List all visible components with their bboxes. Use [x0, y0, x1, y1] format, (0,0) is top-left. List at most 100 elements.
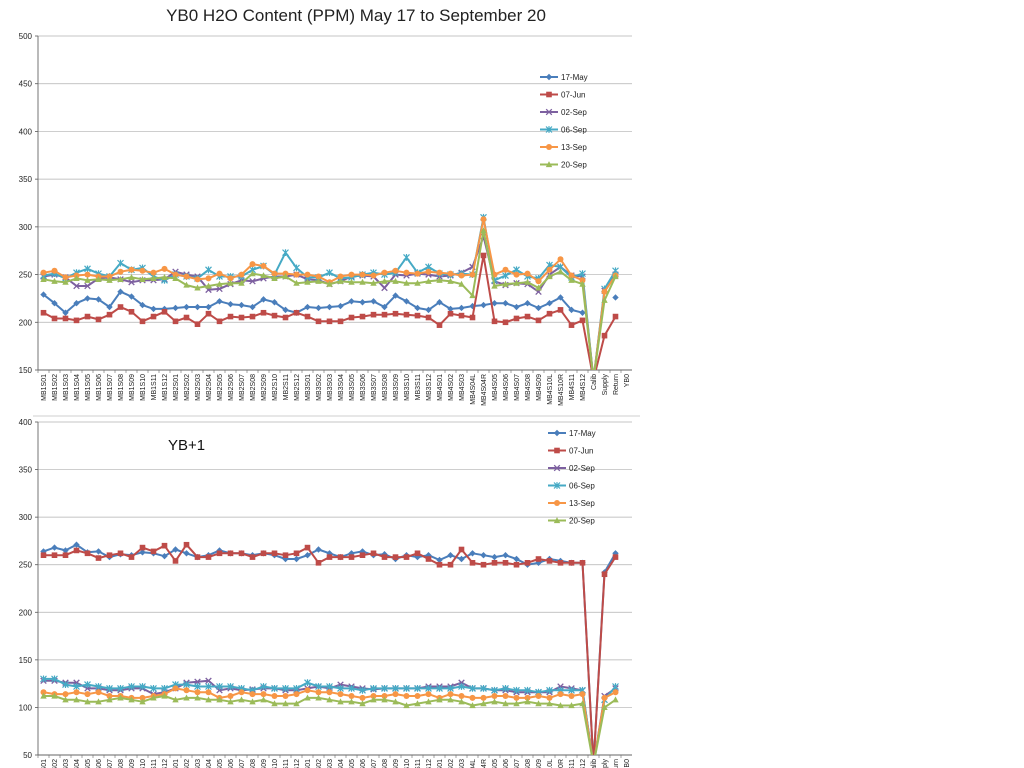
x-tick-label: MB3S08 [382, 374, 389, 401]
data-point [249, 261, 256, 268]
data-point [337, 277, 344, 284]
data-point [579, 317, 586, 324]
x-tick-label: MB3S11 [415, 374, 422, 400]
data-point [304, 303, 311, 311]
data-point [348, 693, 355, 700]
legend-label: 20-Sep [569, 517, 595, 526]
data-point [326, 280, 333, 287]
legend-marker [553, 482, 561, 489]
data-point [128, 696, 135, 703]
data-point [117, 259, 124, 267]
chart-yb-plus-1: YB+1 50 100 150 200 250 300 350 400 MB1S01 MB1S02 M… [19, 418, 632, 768]
x-tick-label: MB1S08 [118, 759, 125, 768]
data-point [95, 548, 102, 555]
data-point [535, 556, 542, 562]
x-tick-label: MB4S04L [470, 759, 477, 768]
legend-item: 13-Sep [540, 143, 587, 152]
data-point [502, 552, 509, 559]
x-tick-label: MB2S03 [195, 374, 202, 401]
data-point [40, 291, 47, 298]
data-point [205, 677, 212, 685]
data-point [458, 693, 465, 700]
data-point [194, 284, 201, 291]
data-point [161, 274, 168, 281]
x-tick-label: Supply [602, 374, 609, 396]
data-point [62, 691, 69, 698]
data-point [436, 322, 443, 328]
data-point [403, 554, 410, 560]
x-tick-label: MB2S07 [239, 374, 246, 401]
data-point [425, 684, 432, 692]
data-point [425, 268, 432, 275]
data-point [304, 278, 311, 285]
legend-item: 20-Sep [548, 517, 595, 526]
data-point [568, 322, 575, 328]
data-point [161, 542, 168, 549]
x-tick-label: MB2S12 [294, 374, 301, 401]
data-point [568, 306, 575, 314]
data-point [216, 298, 223, 305]
data-point [282, 314, 289, 321]
data-point [337, 318, 344, 325]
data-point [172, 274, 179, 281]
y-tick-label: 300 [19, 223, 33, 232]
data-point [513, 555, 520, 563]
data-point [84, 276, 91, 283]
x-tick-label: MB3S03 [327, 759, 334, 768]
x-tick-label: MB3S06 [360, 759, 367, 768]
x-tick-label: MB3S04 [338, 374, 345, 401]
data-point [249, 277, 256, 285]
data-point [84, 681, 91, 689]
data-point [183, 687, 190, 694]
legend-marker [545, 161, 553, 168]
data-point [425, 556, 432, 562]
data-point [557, 268, 564, 275]
data-point [381, 554, 388, 560]
x-tick-label: Return [613, 374, 620, 395]
x-tick-label: MB1S01 [41, 374, 48, 401]
data-point [260, 296, 267, 303]
x-tick-label: MB4S05 [492, 759, 499, 768]
x-tick-label: MB4S04R [481, 759, 488, 768]
plot-area [40, 541, 619, 755]
x-tick-label: MB3S03 [327, 374, 334, 401]
data-point [95, 698, 102, 705]
data-point [183, 681, 190, 689]
data-point [458, 698, 465, 705]
data-point [84, 691, 91, 698]
data-point [315, 694, 322, 701]
legend-label: 13-Sep [569, 499, 595, 508]
data-point [546, 694, 553, 701]
x-tick-label: Calib [591, 374, 598, 390]
data-point [51, 544, 58, 551]
data-point [95, 683, 102, 690]
data-point [348, 271, 355, 278]
data-point [513, 315, 520, 322]
x-tick-label: MB2S10 [272, 759, 279, 768]
data-point [183, 303, 190, 311]
data-point [260, 272, 267, 279]
data-point [117, 694, 124, 701]
data-point [51, 675, 58, 683]
data-point [381, 693, 388, 700]
data-point [293, 264, 300, 272]
data-point [502, 280, 509, 287]
data-point [447, 684, 454, 692]
data-point [139, 544, 146, 551]
x-tick-label: MB4S06 [503, 759, 510, 768]
data-point [480, 252, 487, 259]
x-tick-label: MB2S08 [250, 759, 257, 768]
data-point [304, 271, 311, 278]
data-point [172, 318, 179, 325]
x-tick-label: MB3S09 [393, 759, 400, 768]
x-tick-label: MB1S02 [52, 759, 59, 768]
data-point [337, 684, 344, 692]
data-point [381, 269, 388, 276]
data-point [183, 541, 190, 548]
data-point [425, 691, 432, 698]
x-tick-label: MB1S05 [85, 374, 92, 401]
y-tick-label: 50 [23, 751, 32, 760]
data-point [458, 683, 465, 690]
data-point [194, 683, 201, 690]
